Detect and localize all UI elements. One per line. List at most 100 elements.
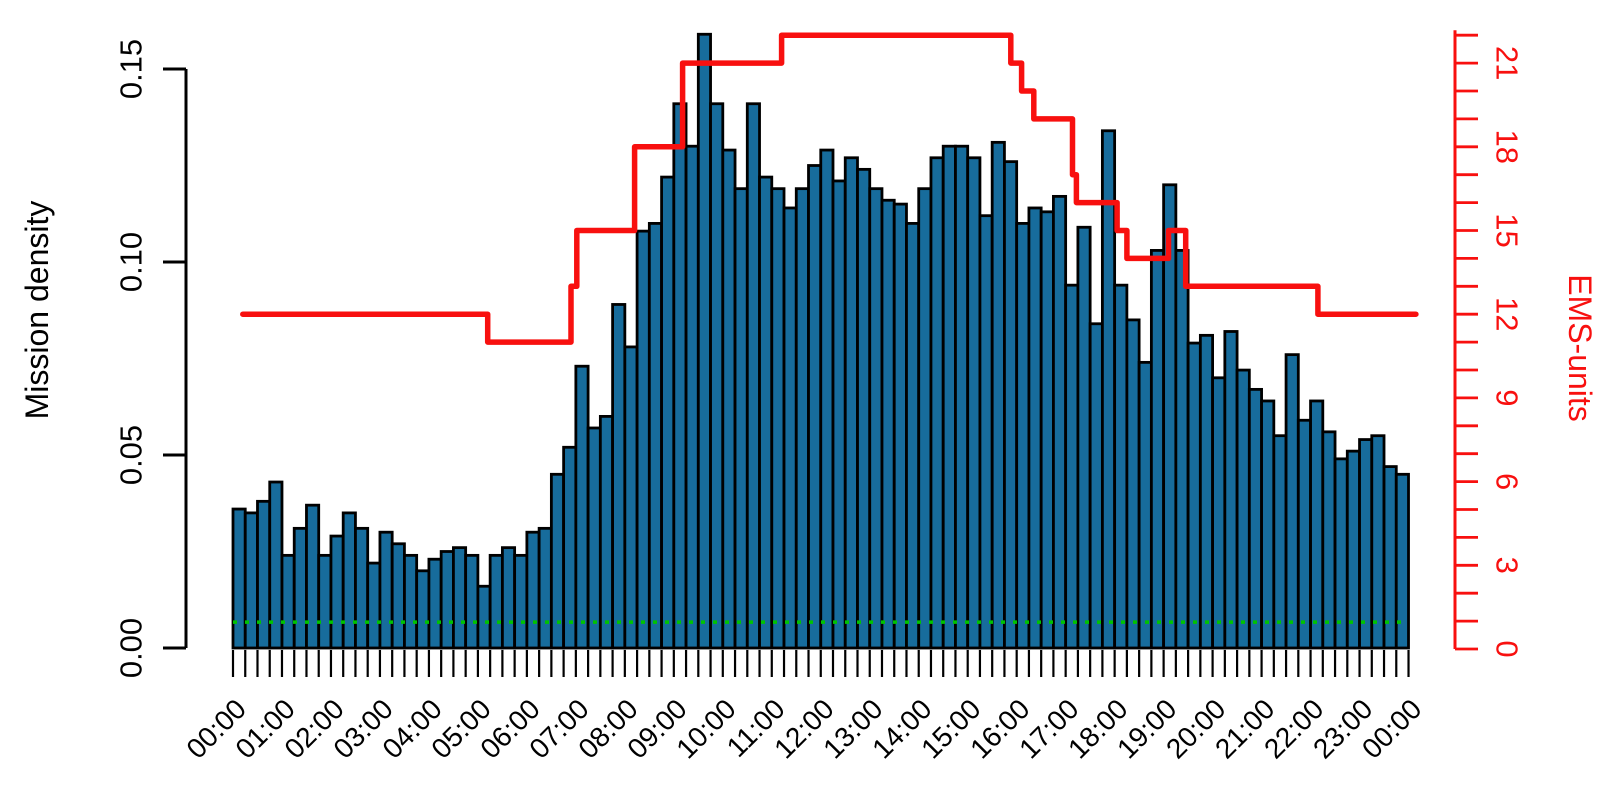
density-bar: [1052, 194, 1068, 650]
density-bar: [1235, 368, 1251, 650]
density-bar: [1358, 438, 1374, 650]
left-axis-tick-label: 0.15: [114, 39, 149, 99]
density-bar: [1174, 249, 1190, 650]
density-bar: [243, 511, 259, 650]
density-bar: [476, 584, 492, 650]
density-bar: [696, 32, 712, 650]
density-bar: [1345, 449, 1361, 650]
density-bar: [1064, 283, 1080, 650]
density-bar: [843, 156, 859, 650]
left-axis-tick-label: 0.00: [114, 618, 149, 678]
density-bar: [1333, 457, 1349, 650]
density-bar: [745, 102, 761, 650]
density-bar: [770, 187, 786, 650]
density-bar: [1247, 387, 1263, 650]
density-bar: [1223, 330, 1239, 650]
density-bar: [721, 148, 737, 650]
density-bar: [280, 553, 296, 650]
density-bar: [941, 144, 957, 650]
right-axis-tick-label: 21: [1490, 46, 1525, 80]
density-bar: [978, 214, 994, 650]
density-bar: [1039, 210, 1055, 650]
density-bar: [1027, 206, 1043, 650]
density-bar: [990, 140, 1006, 650]
density-bar: [366, 561, 382, 650]
density-bar: [598, 414, 614, 650]
density-bar: [672, 102, 688, 650]
density-bar: [917, 187, 933, 650]
density-bar: [574, 364, 590, 650]
density-bar: [1198, 333, 1214, 650]
right-axis-tick-label: 6: [1490, 473, 1525, 490]
density-bar: [733, 187, 749, 650]
right-axis-tick-label: 18: [1490, 130, 1525, 164]
density-bar: [1211, 376, 1227, 650]
density-bar: [1370, 434, 1386, 650]
right-axis-tick-label: 12: [1490, 297, 1525, 331]
density-bar: [1260, 399, 1276, 650]
density-bar: [1015, 221, 1031, 650]
density-bar: [329, 534, 345, 650]
left-axis-title: Mission density: [19, 201, 55, 420]
density-bar: [439, 550, 455, 650]
density-bar: [1137, 360, 1153, 650]
density-bar: [954, 144, 970, 650]
density-bar: [868, 187, 884, 650]
density-bar: [880, 198, 896, 650]
density-bar: [1394, 472, 1410, 650]
density-bar: [500, 546, 517, 650]
density-bar: [635, 229, 651, 650]
density-bar: [758, 175, 774, 650]
density-bar: [1284, 353, 1300, 650]
right-axis-title: EMS-units: [1562, 274, 1598, 422]
density-bar: [831, 179, 847, 650]
density-bar: [684, 144, 700, 650]
density-bar: [1088, 322, 1104, 650]
density-bar: [1100, 129, 1117, 650]
density-bar: [794, 187, 810, 650]
density-bar: [1149, 249, 1166, 650]
density-bar: [1113, 283, 1129, 650]
density-bar: [807, 164, 823, 650]
density-bar: [782, 206, 798, 650]
density-bar: [709, 102, 725, 650]
density-bar: [354, 526, 370, 650]
left-axis-tick-label: 0.05: [114, 425, 149, 485]
density-bar: [1309, 399, 1325, 650]
density-bar: [488, 553, 504, 650]
density-bar: [452, 546, 468, 650]
density-bar: [317, 553, 333, 650]
density-bar: [525, 530, 541, 650]
density-bar: [256, 499, 272, 650]
density-bar: [292, 526, 308, 650]
density-bar: [1076, 225, 1092, 650]
density-bar: [905, 221, 921, 650]
left-axis-tick-label: 0.10: [114, 232, 149, 292]
right-axis-tick-label: 3: [1490, 557, 1525, 574]
density-bar: [1272, 434, 1288, 650]
right-axis-tick-label: 9: [1490, 389, 1525, 406]
density-bar: [929, 156, 945, 650]
density-bar: [537, 526, 553, 650]
right-axis-tick-label: 0: [1490, 640, 1525, 657]
density-bar: [403, 553, 419, 650]
density-bar: [341, 511, 357, 650]
density-bar: [1003, 160, 1019, 650]
density-bar: [390, 542, 406, 650]
density-bar: [378, 530, 394, 650]
density-bar: [427, 557, 443, 650]
density-bar: [1125, 318, 1141, 650]
density-bar: [231, 507, 247, 650]
density-bar: [513, 553, 529, 650]
density-bar: [1321, 430, 1337, 650]
density-bar: [1186, 341, 1202, 650]
density-bar: [562, 445, 578, 650]
density-bar: [464, 553, 480, 650]
density-bar: [819, 148, 835, 650]
density-bar: [1296, 418, 1312, 650]
density-bar: [660, 175, 676, 650]
density-bar: [611, 303, 627, 650]
density-bar: [856, 167, 872, 650]
